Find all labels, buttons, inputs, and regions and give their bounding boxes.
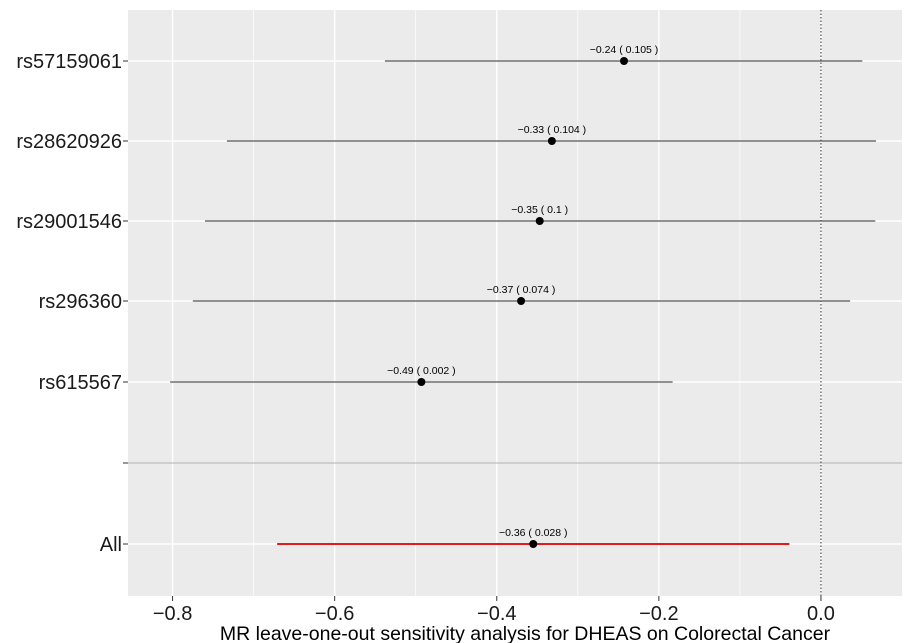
- data-label: −0.35 ( 0.1 ): [511, 204, 568, 216]
- y-axis: rs57159061 rs28620926 rs29001546 rs296360 rs…: [16, 51, 128, 556]
- overall-estimate-point: [529, 540, 538, 548]
- marks-layer: −0.24 ( 0.105 ) −0.33 ( 0.104 ) −0.35 ( 0.…: [128, 10, 902, 596]
- x-tick-label: −0.8: [153, 603, 192, 625]
- y-tick-label: All: [100, 534, 122, 556]
- x-axis-title: MR leave-one-out sensitivity analysis fo…: [220, 623, 831, 643]
- snp-estimate-point: [547, 137, 556, 145]
- snp-estimate-point: [620, 57, 629, 65]
- y-tick-label: rs296360: [39, 291, 122, 313]
- x-tick-label: −0.2: [639, 603, 678, 625]
- data-label: −0.37 ( 0.074 ): [487, 284, 556, 296]
- data-label: −0.24 ( 0.105 ): [590, 44, 659, 56]
- data-label: −0.33 ( 0.104 ): [518, 124, 587, 136]
- x-axis: −0.8 −0.6 −0.4 −0.2 0.0: [153, 596, 835, 625]
- plot-panel: [128, 10, 902, 596]
- x-tick-label: 0.0: [807, 603, 835, 625]
- snp-estimate-point: [517, 297, 526, 305]
- x-tick-label: −0.4: [477, 603, 516, 625]
- y-tick-label: rs57159061: [16, 51, 122, 73]
- data-label: −0.49 ( 0.002 ): [387, 365, 456, 377]
- y-tick-label: rs29001546: [16, 211, 122, 233]
- x-tick-label: −0.6: [315, 603, 354, 625]
- snp-estimate-point: [417, 378, 426, 386]
- y-tick-label: rs615567: [39, 372, 122, 394]
- snp-estimate-point: [535, 217, 544, 225]
- data-label: −0.36 ( 0.028 ): [499, 527, 568, 539]
- y-tick-label: rs28620926: [16, 131, 122, 153]
